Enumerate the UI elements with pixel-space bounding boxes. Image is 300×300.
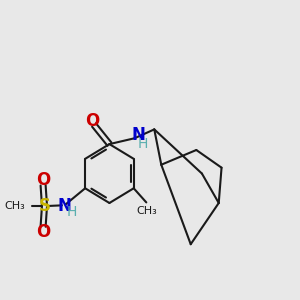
- Text: O: O: [36, 171, 50, 189]
- Text: O: O: [36, 223, 50, 241]
- Text: O: O: [85, 112, 99, 130]
- Text: CH₃: CH₃: [137, 206, 158, 216]
- Text: H: H: [67, 205, 77, 219]
- Text: S: S: [38, 197, 50, 215]
- Text: N: N: [57, 197, 71, 215]
- Text: N: N: [131, 126, 145, 144]
- Text: CH₃: CH₃: [4, 201, 25, 211]
- Text: H: H: [138, 136, 148, 151]
